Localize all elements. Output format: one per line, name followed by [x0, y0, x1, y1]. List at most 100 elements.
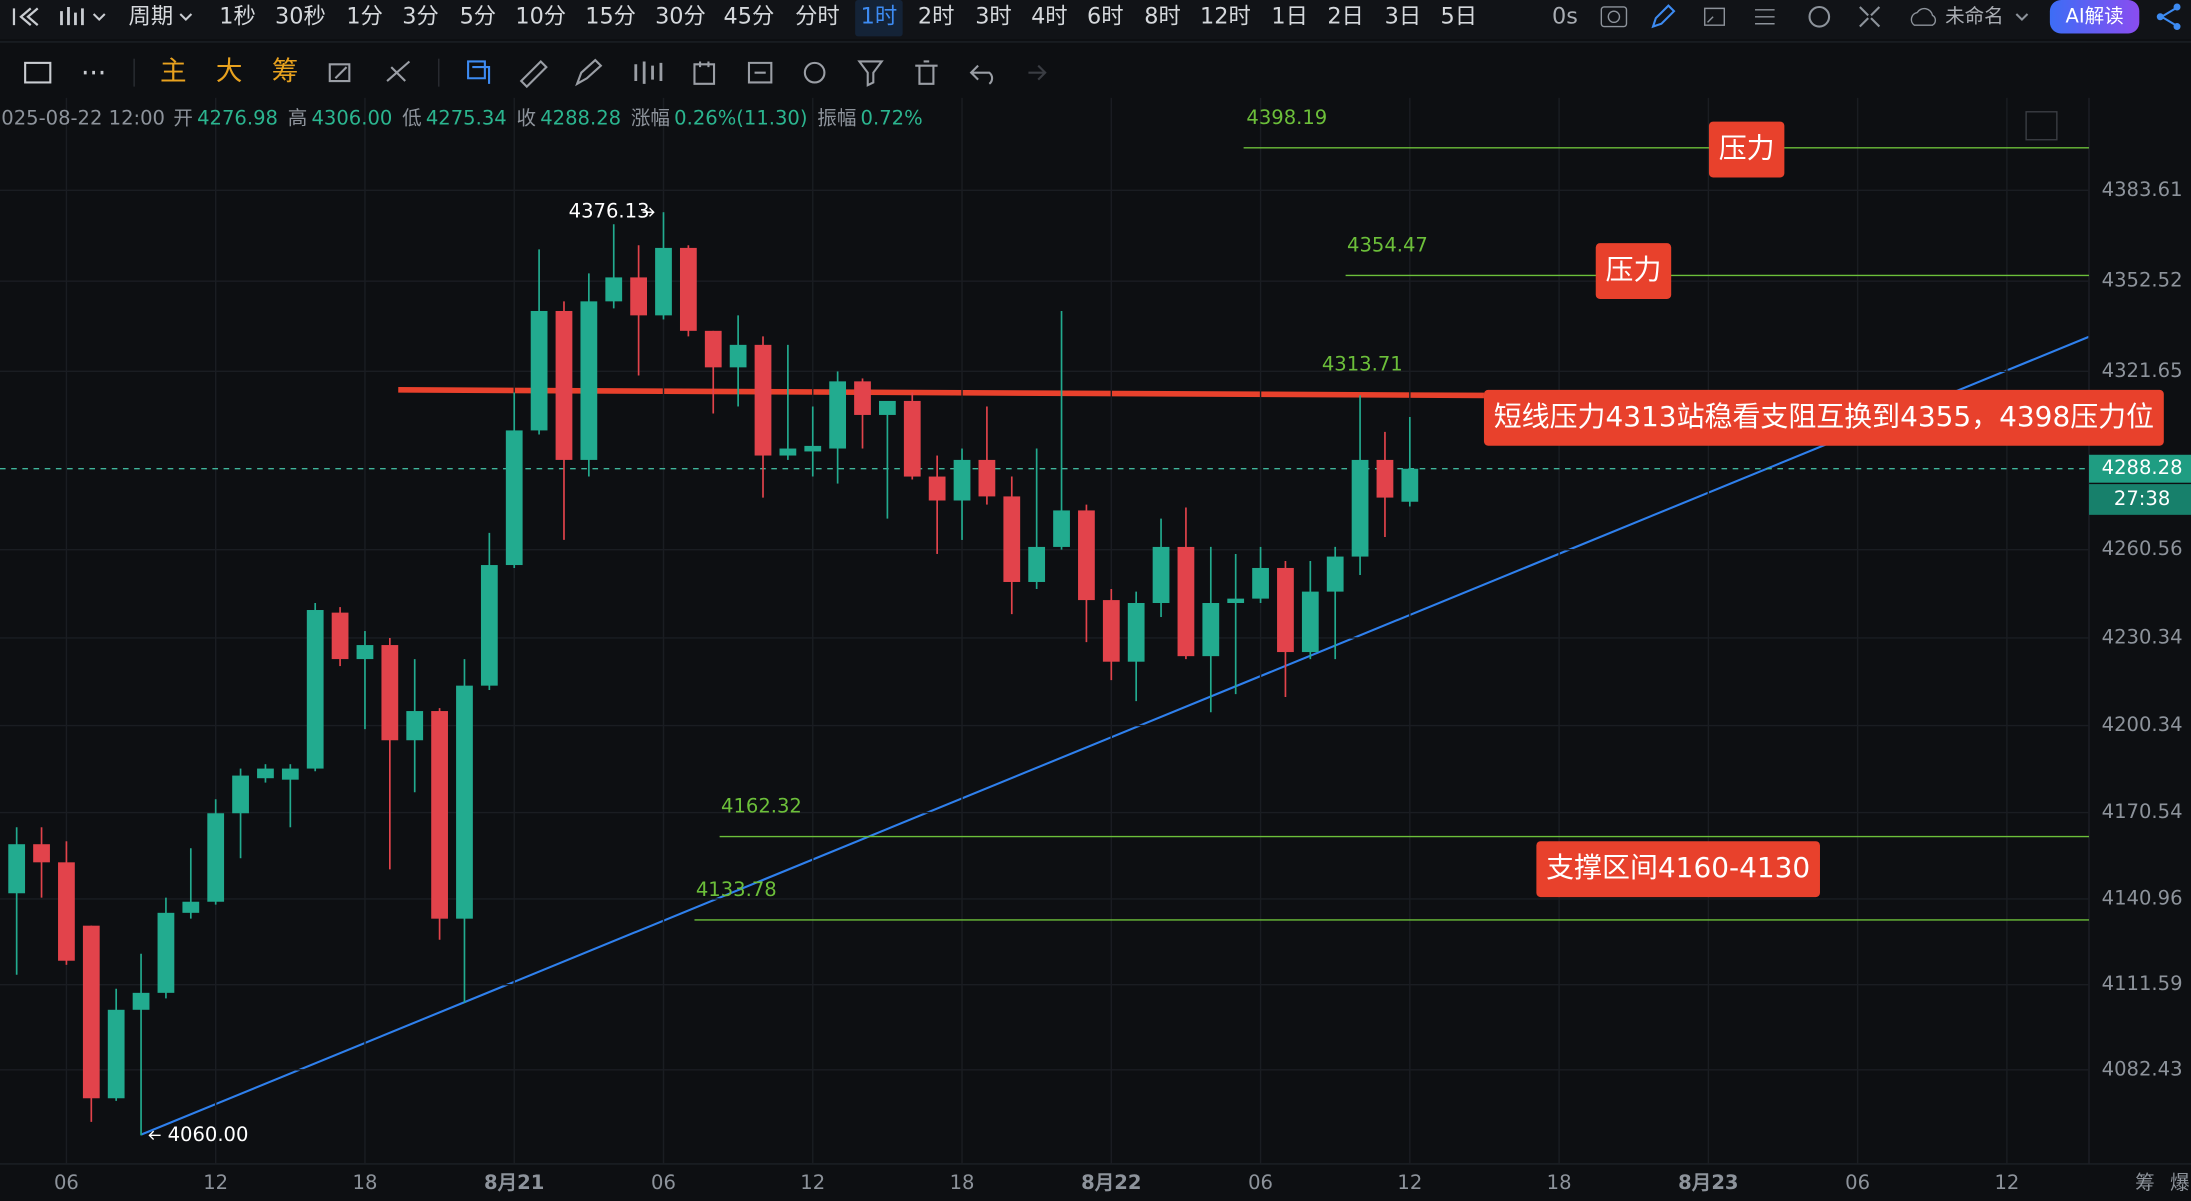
- tool-icon[interactable]: [328, 63, 351, 83]
- interval-button[interactable]: 45分: [724, 3, 775, 29]
- cloud-icon[interactable]: [1910, 7, 1937, 26]
- share-icon[interactable]: [2161, 7, 2177, 27]
- delete-icon[interactable]: [915, 60, 938, 85]
- candle-body: [1351, 459, 1369, 557]
- y-tick-label: 4260.56: [2102, 537, 2183, 560]
- candle-icon[interactable]: [634, 61, 663, 84]
- candle-body: [1277, 567, 1294, 653]
- indicator-button[interactable]: 筹: [272, 56, 299, 87]
- candle-body: [779, 448, 797, 456]
- candle-body: [1127, 603, 1145, 662]
- lock-icon[interactable]: [693, 61, 716, 85]
- x-tick-label: 8月23: [1678, 1171, 1738, 1194]
- interval-button[interactable]: 3分: [402, 3, 439, 29]
- x-tick-label: 8月22: [1081, 1171, 1141, 1194]
- interval-button[interactable]: 4时: [1031, 3, 1068, 29]
- candle-body: [306, 610, 324, 769]
- candle-body: [530, 310, 548, 431]
- interval-button[interactable]: 2日: [1327, 3, 1364, 29]
- active-interval-bg: [855, 0, 903, 37]
- delay[interactable]: 0s: [1552, 3, 1578, 29]
- y-tick-label: 4082.43: [2102, 1057, 2183, 1080]
- interval-button[interactable]: 8时: [1144, 3, 1181, 29]
- ruler-icon[interactable]: [519, 60, 548, 89]
- magnet-icon[interactable]: [803, 61, 826, 84]
- low-label: 4060.00: [168, 1123, 249, 1146]
- last-price-box: [2088, 454, 2191, 483]
- undo-icon[interactable]: [969, 64, 994, 85]
- candle-body: [704, 330, 722, 368]
- interval-button[interactable]: 1时: [861, 3, 898, 29]
- info-value: 4275.34: [426, 106, 507, 129]
- indicator-button[interactable]: 大: [216, 56, 243, 87]
- candle-body: [1152, 546, 1170, 604]
- settings-icon[interactable]: [1808, 5, 1831, 28]
- candle-body: [804, 445, 822, 452]
- interval-button[interactable]: 1日: [1271, 3, 1308, 29]
- corner-icon[interactable]: [2025, 111, 2058, 141]
- x-tick-label: 18: [950, 1171, 975, 1194]
- candle-body: [630, 277, 647, 316]
- level-label: 4133.78: [696, 878, 777, 901]
- draw-icon[interactable]: [1651, 4, 1676, 29]
- interval-button[interactable]: 2时: [918, 3, 955, 29]
- interval-button[interactable]: 12时: [1200, 3, 1251, 29]
- candle-body: [1003, 496, 1021, 582]
- info-time: 2025-08-22 12:00: [0, 106, 165, 129]
- interval-button[interactable]: 30秒: [275, 3, 326, 29]
- ai-button-bg[interactable]: [2049, 0, 2140, 34]
- note-text: 压力: [1719, 132, 1775, 165]
- interval-button[interactable]: 15分: [585, 3, 636, 29]
- interval-button[interactable]: 3日: [1385, 3, 1422, 29]
- tool-icon[interactable]: [467, 60, 491, 84]
- candle-body: [331, 612, 349, 660]
- interval-button[interactable]: 3时: [975, 3, 1012, 29]
- layout-icon[interactable]: [1704, 7, 1725, 26]
- candle-body: [132, 992, 150, 1010]
- tool-icon[interactable]: [386, 60, 411, 82]
- candle-body: [679, 247, 697, 331]
- workspace[interactable]: 未命名: [1945, 4, 2004, 27]
- interval-button[interactable]: 30分: [655, 3, 706, 29]
- candle-body: [1078, 510, 1095, 601]
- countdown-box: [2088, 484, 2191, 515]
- candle-body: [1227, 598, 1245, 604]
- rect-tool[interactable]: [24, 61, 52, 84]
- redo-icon: [1028, 64, 1047, 81]
- dropdown-icon[interactable]: [2015, 13, 2029, 22]
- interval-button[interactable]: 5分: [460, 3, 497, 29]
- period-label[interactable]: 周期: [129, 3, 174, 29]
- interval-button[interactable]: 1秒: [219, 3, 256, 29]
- candle-body: [356, 645, 374, 660]
- dropdown-icon[interactable]: [179, 13, 193, 22]
- note-box: [1536, 841, 1820, 898]
- interval-button[interactable]: 10分: [515, 3, 566, 29]
- resistance-line: [398, 387, 1484, 399]
- candle-body: [655, 247, 672, 316]
- brush-icon[interactable]: [575, 58, 603, 87]
- interval-button[interactable]: 分时: [795, 3, 840, 29]
- dropdown-icon[interactable]: [92, 13, 106, 22]
- list-icon[interactable]: [1755, 9, 1775, 25]
- indicator-button[interactable]: 主: [160, 56, 187, 87]
- candle-body: [456, 685, 473, 919]
- interval-button[interactable]: 5日: [1441, 3, 1478, 29]
- candle-body: [1326, 556, 1344, 592]
- fullscreen-icon[interactable]: [1859, 6, 1881, 28]
- corner-button[interactable]: 筹: [2135, 1171, 2155, 1194]
- candle-body: [978, 459, 996, 497]
- candle-body: [58, 862, 75, 961]
- candle-body: [754, 344, 772, 456]
- ai-button[interactable]: AI解读: [2065, 4, 2123, 27]
- interval-button[interactable]: 6时: [1087, 3, 1124, 29]
- corner-button[interactable]: 爆: [2170, 1171, 2190, 1194]
- back-icon[interactable]: [12, 7, 39, 27]
- chart-type-icon[interactable]: [60, 6, 84, 26]
- camera-icon[interactable]: [1600, 6, 1628, 28]
- candle-body: [928, 476, 946, 501]
- interval-button[interactable]: 1分: [346, 3, 383, 29]
- note-icon[interactable]: [747, 61, 773, 84]
- candle-body: [381, 645, 399, 741]
- candle-body: [1376, 459, 1394, 498]
- filter-icon[interactable]: [857, 60, 884, 87]
